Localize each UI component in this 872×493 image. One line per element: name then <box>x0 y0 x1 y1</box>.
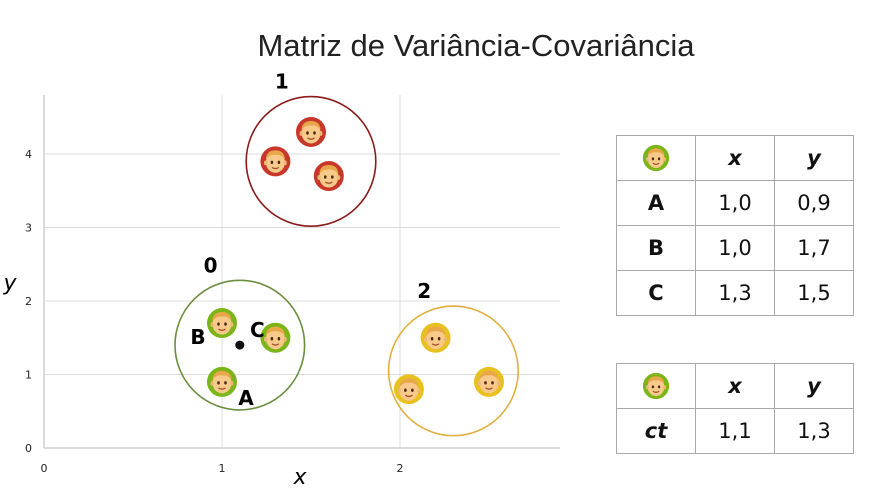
person-face-icon <box>642 372 670 400</box>
face-header-cell <box>616 363 696 409</box>
cluster-boundary <box>245 95 377 227</box>
person-face-icon <box>259 145 292 178</box>
person-face-icon <box>419 322 452 354</box>
row-label: ct <box>616 408 696 454</box>
points-table-header: x y <box>616 135 854 181</box>
header-x: x <box>695 135 775 181</box>
point-label: B <box>190 325 205 349</box>
cluster-boundary <box>387 305 519 437</box>
cell-y: 1,5 <box>774 270 854 316</box>
tick-labels: 0 1 2 0 1 2 3 4 <box>25 148 404 475</box>
y-tick-label: 3 <box>25 222 32 235</box>
face-header-cell <box>616 135 696 181</box>
table-row: B 1,0 1,7 <box>616 225 854 271</box>
person-face-icon <box>206 307 238 339</box>
cell-y: 1,3 <box>774 408 854 454</box>
points-table: x y A 1,0 0,9 B 1,0 1,7 C 1,3 1,5 <box>616 135 854 316</box>
person-face-icon <box>206 366 238 398</box>
row-label: C <box>616 270 696 316</box>
x-axis-label: x <box>292 465 307 490</box>
person-face-icon <box>473 366 505 398</box>
cluster-label: 2 <box>417 279 431 303</box>
person-face-icon <box>642 144 670 172</box>
person-face-icon <box>393 373 425 405</box>
clusters: 0 A B C 1 2 <box>174 70 519 437</box>
header-y: y <box>774 135 854 181</box>
y-tick-label: 2 <box>25 295 32 308</box>
centroid-table: x y ct 1,1 1,3 <box>616 363 854 454</box>
table-row: ct 1,1 1,3 <box>616 408 854 454</box>
row-label: A <box>616 180 696 226</box>
header-y: y <box>774 363 854 409</box>
table-row: A 1,0 0,9 <box>616 180 854 226</box>
cluster-boundary <box>174 279 306 411</box>
y-axis-label: y <box>2 271 17 296</box>
row-label: B <box>616 225 696 271</box>
centroid-dot <box>235 340 245 350</box>
x-tick-label: 1 <box>219 462 226 475</box>
x-tick-label: 2 <box>397 462 404 475</box>
y-tick-label: 1 <box>25 369 32 382</box>
x-tick-label: 0 <box>41 462 48 475</box>
point-label: C <box>250 318 265 342</box>
axes <box>43 95 560 449</box>
person-face-icon <box>259 322 292 354</box>
cell-y: 0,9 <box>774 180 854 226</box>
header-x: x <box>695 363 775 409</box>
table-row: C 1,3 1,5 <box>616 270 854 316</box>
person-face-icon <box>313 160 345 192</box>
cluster-label: 0 <box>204 253 218 277</box>
cell-x: 1,1 <box>695 408 775 454</box>
cell-x: 1,3 <box>695 270 775 316</box>
cluster-label: 1 <box>275 70 289 94</box>
person-face-icon <box>295 116 327 148</box>
cell-x: 1,0 <box>695 180 775 226</box>
y-tick-label: 4 <box>25 148 32 161</box>
grid-lines <box>44 95 560 448</box>
page-title: Matriz de Variância-Covariância <box>257 28 695 63</box>
cell-x: 1,0 <box>695 225 775 271</box>
cluster-2: 2 <box>387 279 519 437</box>
cluster-1: 1 <box>245 70 377 227</box>
y-tick-label: 0 <box>25 442 32 455</box>
centroid-table-header: x y <box>616 363 854 409</box>
cell-y: 1,7 <box>774 225 854 271</box>
cluster-0: 0 A B C <box>174 253 306 411</box>
point-label: A <box>238 386 254 410</box>
